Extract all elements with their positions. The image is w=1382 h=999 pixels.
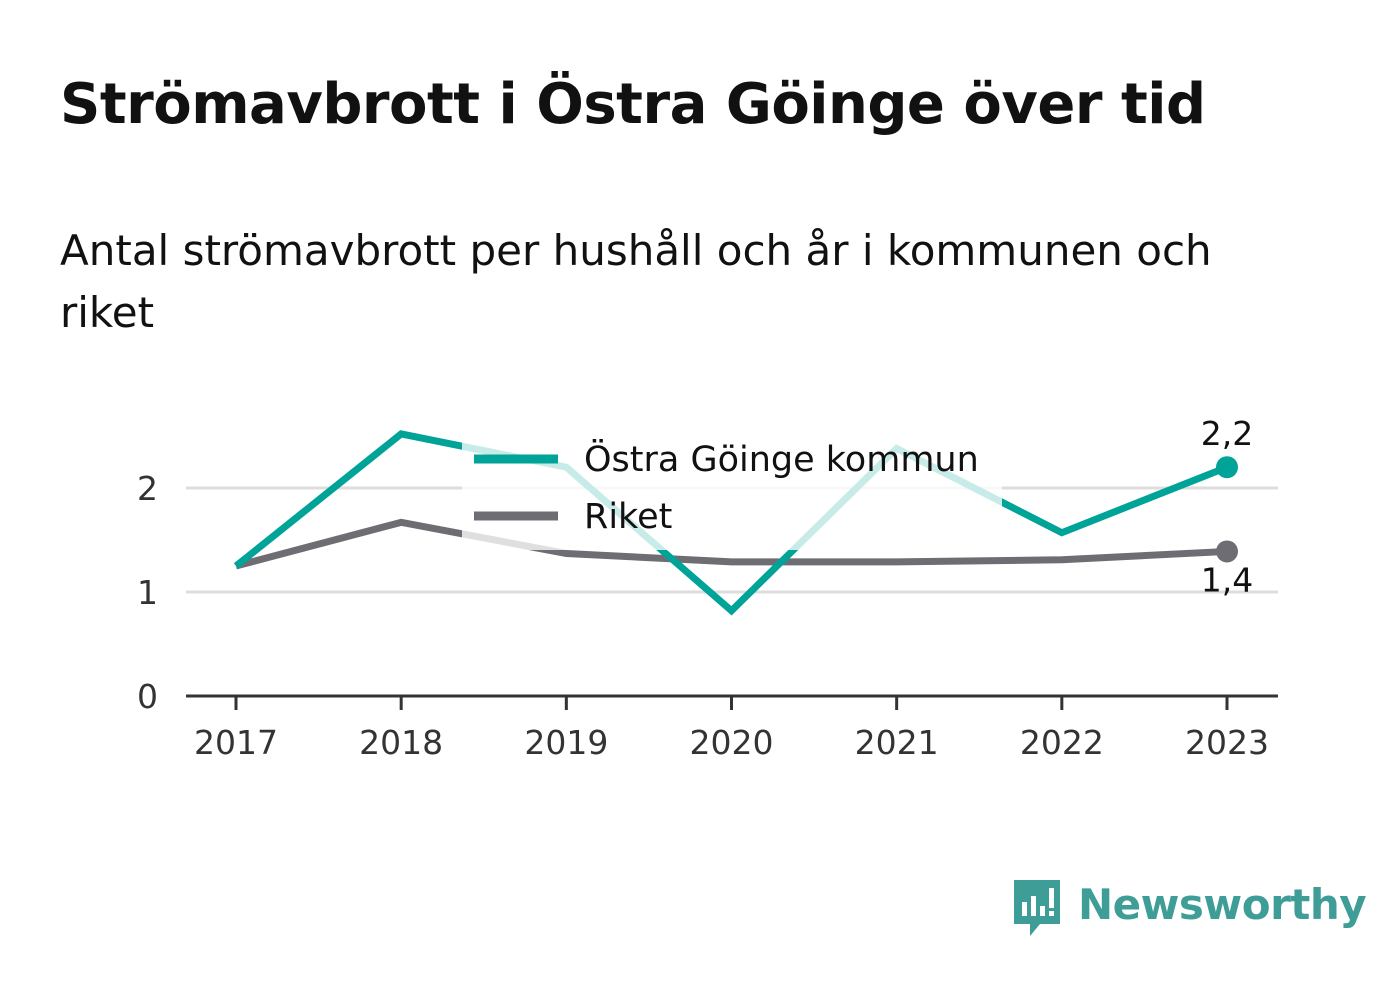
legend: Östra Göinge kommun Riket (462, 432, 1002, 550)
end-marker-1 (1216, 540, 1238, 563)
x-axis: 2017 2018 2019 2020 2021 2022 2023 (186, 694, 1278, 762)
end-label-0: 2,2 (1201, 414, 1253, 453)
y-axis-ticks: 0 1 2 (137, 469, 158, 716)
x-tick-label-2019: 2019 (524, 723, 608, 762)
series-lines (233, 430, 1229, 616)
end-markers: 2,2 1,4 (1201, 414, 1253, 599)
x-tick-label-2017: 2017 (194, 723, 278, 762)
end-label-1: 1,4 (1201, 560, 1253, 599)
x-tick-label-2020: 2020 (690, 723, 774, 762)
y-tick-label-1: 1 (137, 573, 158, 612)
y-tick-label-0: 0 (137, 677, 158, 716)
newsworthy-logo-icon (1014, 880, 1060, 936)
legend-label-1: Riket (584, 497, 672, 537)
end-marker-0 (1216, 456, 1238, 479)
series-line-1 (235, 518, 1228, 570)
chart-subtitle: Antal strömavbrott per hushåll och år i … (60, 226, 1212, 337)
legend-background (462, 432, 1002, 550)
series-line-0 (233, 430, 1229, 616)
x-tick-label-2021: 2021 (855, 723, 939, 762)
x-tick-label-2018: 2018 (359, 723, 443, 762)
x-tick-label-2022: 2022 (1020, 723, 1104, 762)
line-chart: 0 1 2 2017 2018 2019 2020 2021 2022 2023 Östra G… (137, 414, 1278, 762)
y-tick-label-2: 2 (137, 469, 158, 508)
brand-name: Newsworthy (1078, 880, 1367, 929)
chart-title: Strömavbrott i Östra Göinge över tid (60, 72, 1206, 137)
x-tick-label-2023: 2023 (1185, 723, 1269, 762)
legend-label-0: Östra Göinge kommun (584, 438, 979, 480)
